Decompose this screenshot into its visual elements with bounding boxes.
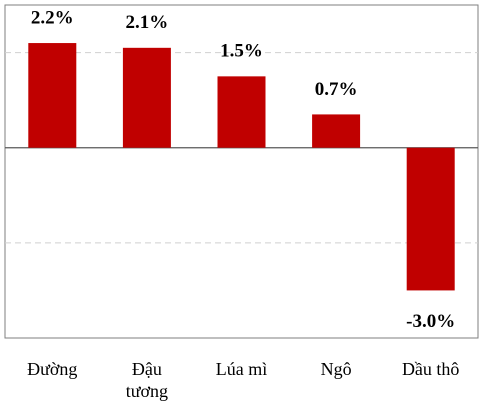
value-label: 0.7% [315, 79, 358, 100]
value-label: 2.1% [126, 12, 169, 33]
x-tick-label: Đậu tương [125, 359, 169, 401]
value-label: -3.0% [406, 311, 455, 332]
bar [312, 114, 361, 148]
x-tick-label: Dầu thô [401, 359, 460, 379]
x-tick-label: Ngô [320, 359, 352, 379]
bar [217, 76, 266, 148]
value-label: 1.5% [220, 41, 263, 62]
bar [122, 47, 171, 148]
value-label: 2.2% [31, 7, 74, 28]
x-tick-label: Đường [27, 359, 78, 379]
bar [28, 43, 77, 148]
x-tick-label: Lúa mì [215, 359, 268, 379]
plot-frame [4, 4, 479, 339]
bar [406, 147, 455, 291]
